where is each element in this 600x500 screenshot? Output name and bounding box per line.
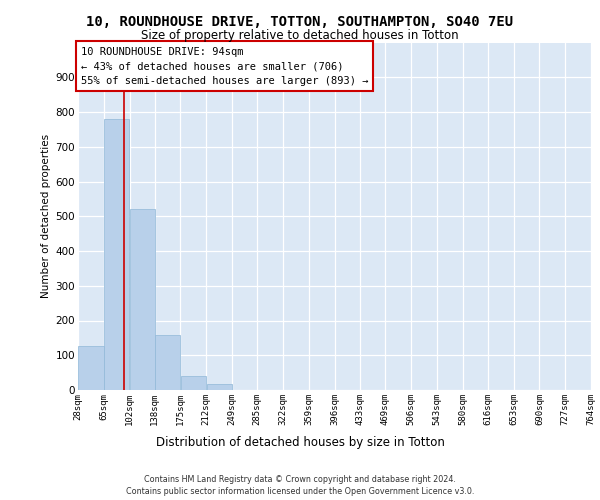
Text: 10, ROUNDHOUSE DRIVE, TOTTON, SOUTHAMPTON, SO40 7EU: 10, ROUNDHOUSE DRIVE, TOTTON, SOUTHAMPTO…: [86, 15, 514, 29]
Y-axis label: Number of detached properties: Number of detached properties: [41, 134, 52, 298]
Bar: [130, 210, 155, 390]
Bar: [206, 384, 232, 390]
Bar: [155, 336, 180, 390]
Bar: [104, 119, 130, 390]
Bar: [78, 346, 104, 390]
Bar: [181, 376, 206, 390]
Text: 10 ROUNDHOUSE DRIVE: 94sqm
← 43% of detached houses are smaller (706)
55% of sem: 10 ROUNDHOUSE DRIVE: 94sqm ← 43% of deta…: [81, 46, 368, 86]
Text: Distribution of detached houses by size in Totton: Distribution of detached houses by size …: [155, 436, 445, 449]
Text: Contains public sector information licensed under the Open Government Licence v3: Contains public sector information licen…: [126, 486, 474, 496]
Text: Contains HM Land Registry data © Crown copyright and database right 2024.: Contains HM Land Registry data © Crown c…: [144, 476, 456, 484]
Text: Size of property relative to detached houses in Totton: Size of property relative to detached ho…: [141, 29, 459, 42]
